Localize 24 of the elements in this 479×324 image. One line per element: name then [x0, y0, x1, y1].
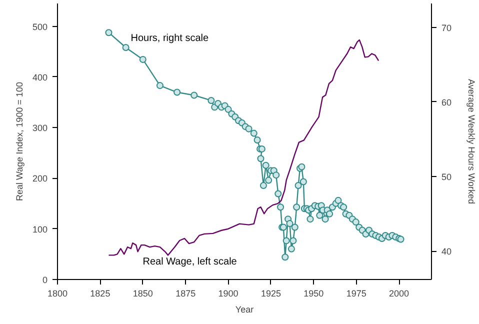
- x-tick-label: 1875: [176, 288, 196, 298]
- x-tick-label: 2000: [389, 288, 410, 298]
- x-tick-label: 1925: [260, 288, 281, 298]
- x-tick-label: 1825: [90, 288, 110, 298]
- y-tick-label: 300: [32, 123, 48, 134]
- x-tick-label: 1800: [47, 288, 68, 298]
- x-axis-title: Year: [235, 304, 254, 314]
- y2-tick-label: 60: [442, 97, 452, 108]
- y-tick-label: 500: [32, 22, 48, 32]
- x-tick-label: 1975: [346, 288, 366, 298]
- y2-tick-label: 70: [442, 22, 452, 33]
- x-tick-label: 1950: [304, 288, 324, 298]
- x-tick-label: 1850: [132, 288, 153, 298]
- y2-tick-label: 50: [442, 172, 452, 182]
- x-tick-label: 1900: [218, 288, 238, 298]
- y-tick-label: 400: [32, 72, 48, 82]
- y-axis-title: Real Wage Index, 1900 = 100: [14, 82, 24, 201]
- y2-tick-label: 40: [442, 246, 452, 257]
- y-tick-label: 100: [32, 224, 48, 234]
- series-label: Real Wage, left scale: [142, 256, 238, 268]
- y-tick-label: 200: [32, 174, 48, 184]
- y-tick-label: 0: [42, 275, 48, 285]
- y2-axis-title: Average Weekly Hours Worked: [466, 78, 477, 204]
- series-label: Hours, right scale: [130, 33, 209, 44]
